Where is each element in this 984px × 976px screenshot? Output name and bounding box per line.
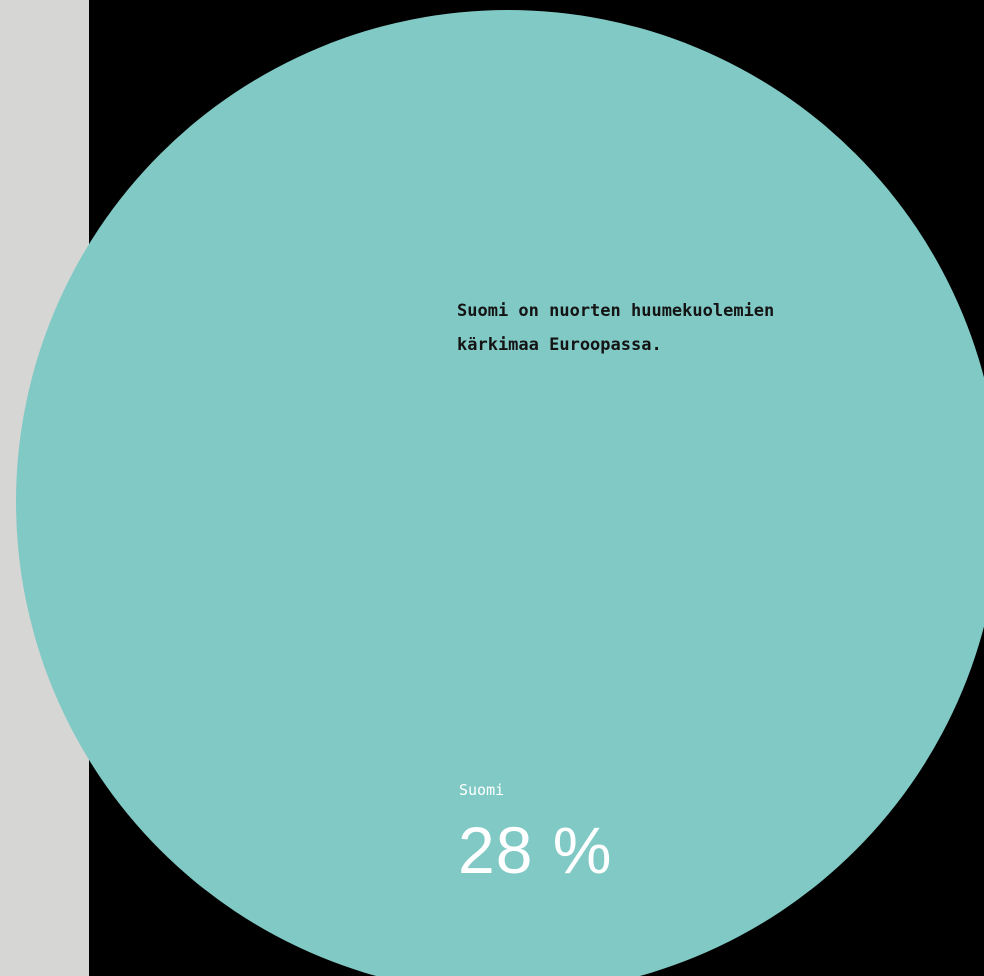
headline: Suomi on nuorten huumekuolemien kärkimaa… [457, 294, 897, 362]
stat-value: 28 % [458, 813, 613, 887]
headline-line-2: kärkimaa Euroopassa. [457, 335, 662, 355]
teal-circle [16, 10, 984, 976]
stat-label: Suomi [459, 781, 505, 799]
headline-line-1: Suomi on nuorten huumekuolemien [457, 301, 775, 321]
